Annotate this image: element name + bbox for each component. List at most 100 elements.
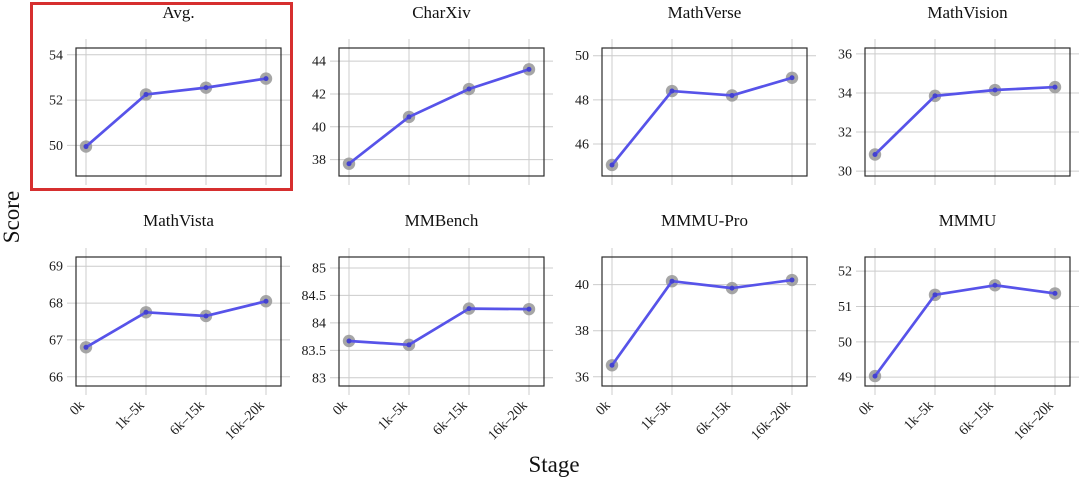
data-point-center (932, 93, 938, 99)
data-line (610, 76, 794, 167)
y-tick-label: 34 (838, 86, 852, 101)
y-tick-label: 51 (838, 300, 852, 315)
chart-mmmu: MMMU 49 50 51 52 0k 1k–5k 6k–15k 16k–20k (817, 200, 1080, 450)
x-tick-label: 16k–20k (486, 398, 531, 443)
x-tick-label: 16k–20k (1012, 398, 1057, 443)
data-point-center (346, 161, 352, 167)
data-point-center (992, 282, 998, 288)
data-point-center (609, 362, 615, 368)
y-tick-label: 38 (312, 153, 326, 168)
plot-frame (601, 47, 808, 177)
y-tick-label: 54 (49, 48, 63, 63)
y-tick-label: 40 (312, 120, 326, 135)
data-line (84, 299, 268, 349)
chart-mathvista: MathVista 66 67 68 69 0k 1k–5k 6k–15k 16k–20k (28, 200, 291, 450)
chart-plot-mmmu: 49 50 51 52 0k 1k–5k 6k–15k 16k–20k (838, 248, 1079, 443)
data-point-center (143, 309, 149, 315)
y-tick-label: 44 (312, 55, 326, 70)
x-tick-label: 6k–15k (168, 398, 208, 438)
plot-frame (338, 256, 545, 387)
chart-plot-mathverse: 46 48 50 (575, 39, 816, 185)
chart-title: MathVerse (667, 3, 742, 22)
y-tick-label: 50 (575, 49, 589, 64)
y-tick-label: 85 (312, 261, 326, 276)
data-point-center (729, 92, 735, 98)
y-tick-label: 52 (838, 265, 852, 280)
y-tick-label: 49 (838, 371, 852, 386)
chart-title: Avg. (162, 3, 195, 22)
x-tick-label: 1k–5k (112, 398, 147, 433)
data-point-center (669, 88, 675, 94)
chart-plot-charxiv: 38 40 42 44 (312, 39, 553, 185)
x-tick-label: 1k–5k (901, 398, 936, 433)
x-tick-label: 16k–20k (749, 398, 794, 443)
data-point-center (872, 152, 878, 158)
data-point-center (526, 306, 532, 312)
data-line (347, 307, 531, 347)
y-tick-label: 50 (838, 335, 852, 350)
y-tick-label: 42 (312, 87, 326, 102)
chart-plot-mathvision: 30 32 34 36 (838, 39, 1079, 185)
y-tick-label: 38 (575, 324, 589, 339)
chart-title: MMMU-Pro (661, 211, 748, 230)
y-tick-label: 48 (575, 93, 589, 108)
chart-plot-mathvista: 66 67 68 69 0k 1k–5k 6k–15k 16k–20k (49, 248, 290, 443)
chart-avg: Avg. 50 52 54 (28, 0, 291, 200)
x-tick-label: 0k (593, 398, 614, 419)
y-tick-label: 40 (575, 278, 589, 293)
y-tick-label: 30 (838, 165, 852, 180)
x-tick-label: 0k (67, 398, 88, 419)
plot-frame (75, 256, 282, 387)
y-tick-label: 66 (49, 370, 63, 385)
chart-title: MathVista (143, 211, 214, 230)
chart-title: MathVision (927, 3, 1008, 22)
chart-title: MMBench (404, 211, 479, 230)
y-tick-label: 69 (49, 260, 63, 275)
data-point-center (789, 75, 795, 81)
chart-title: MMMU (938, 211, 997, 230)
data-point-center (263, 298, 269, 304)
plot-frame (864, 256, 1071, 387)
data-line (873, 85, 1057, 156)
y-tick-label: 36 (575, 370, 589, 385)
chart-title: CharXiv (412, 3, 471, 22)
data-point-center (609, 162, 615, 168)
x-tick-label: 0k (330, 398, 351, 419)
data-point-center (406, 114, 412, 120)
data-point-center (83, 144, 89, 150)
chart-plot-mmmu-pro: 36 38 40 0k 1k–5k 6k–15k 16k–20k (575, 248, 816, 443)
y-tick-label: 32 (838, 126, 852, 141)
y-tick-label: 84 (312, 316, 326, 331)
data-point-center (406, 342, 412, 348)
data-point-center (203, 313, 209, 319)
plot-frame (864, 47, 1071, 177)
chart-charxiv: CharXiv 38 40 42 44 (291, 0, 554, 200)
plot-frame (601, 256, 808, 387)
data-point-center (466, 306, 472, 312)
data-line (873, 283, 1057, 378)
x-tick-label: 0k (856, 398, 877, 419)
chart-plot-mmbench: 83 83.5 84 84.5 85 0k 1k–5k 6k–15k 16k–20k (302, 248, 553, 443)
chart-mmbench: MMBench 83 83.5 84 84.5 85 0k 1k–5k 6k–15k 16k–2… (291, 200, 554, 450)
data-point-center (932, 292, 938, 298)
chart-plot-avg: 50 52 54 (49, 39, 290, 185)
x-tick-label: 1k–5k (375, 398, 410, 433)
data-point-center (203, 85, 209, 91)
data-line (84, 77, 268, 148)
chart-mathvision: MathVision 30 32 34 36 (817, 0, 1080, 200)
y-tick-label: 83 (312, 371, 326, 386)
data-point-center (1052, 84, 1058, 90)
data-point-center (466, 86, 472, 92)
x-tick-label: 16k–20k (223, 398, 268, 443)
data-point-center (872, 373, 878, 379)
data-point-center (729, 285, 735, 291)
data-point-center (669, 278, 675, 284)
y-tick-label: 52 (49, 94, 63, 109)
data-point-center (83, 344, 89, 350)
y-tick-label: 50 (49, 139, 63, 154)
y-tick-label: 67 (49, 333, 63, 348)
data-point-center (1052, 290, 1058, 296)
y-tick-label: 36 (838, 47, 852, 62)
x-tick-label: 6k–15k (957, 398, 997, 438)
